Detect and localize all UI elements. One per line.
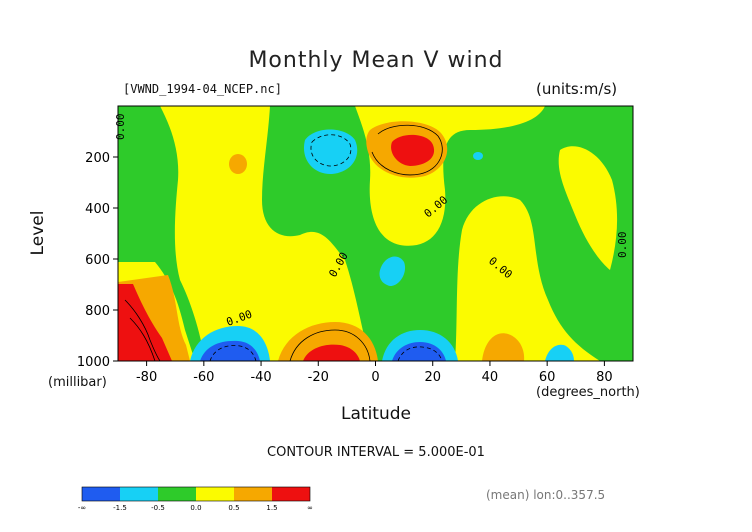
field-blue-surface-a — [200, 340, 260, 361]
field-red-polar — [118, 284, 172, 361]
contour-line-upper-min — [310, 134, 352, 167]
x-tick-label: 0 — [371, 370, 379, 385]
field-red-surface — [303, 344, 360, 361]
x-tick-label: 20 — [424, 370, 441, 385]
contour-lines-negative — [209, 134, 443, 361]
units-label: (units:m/s) — [536, 80, 618, 98]
field-blue-surface-b — [392, 342, 446, 361]
contour-label: 0.00 — [616, 232, 629, 259]
y-tick-label: 1000 — [77, 355, 110, 370]
colorbar-frame — [81, 486, 311, 502]
contour-line-polar-2 — [129, 317, 156, 361]
colorbar-swatch — [120, 487, 158, 501]
x-tick-label: -80 — [136, 370, 157, 385]
x-axis-label: Latitude — [341, 404, 411, 424]
y-axis: 200 400 600 800 1000 — [77, 151, 118, 370]
colorbar-level-label: -1.5 — [113, 504, 127, 512]
x-tick-label: -40 — [250, 370, 271, 385]
x-tick-label: -20 — [308, 370, 329, 385]
y-tick-label: 800 — [85, 304, 110, 319]
colorbar-level-label: -0.5 — [151, 504, 165, 512]
mean-note: (mean) lon:0..357.5 — [486, 488, 606, 502]
field-yellow-east-upper — [558, 146, 618, 270]
colorbar-level-label: 0.0 — [190, 504, 201, 512]
field-cyan-east — [545, 344, 574, 361]
contour-line-polar — [124, 299, 161, 361]
y-axis-unit: (millibar) — [48, 375, 107, 390]
field-cyan-mid — [379, 256, 406, 286]
colorbar-level-label: -∞ — [78, 504, 86, 512]
x-axis-unit: (degrees_north) — [536, 385, 640, 400]
colorbar-level-label: 0.5 — [228, 504, 239, 512]
field-cyan-upper — [303, 129, 358, 175]
file-label: [VWND_1994-04_NCEP.nc] — [123, 82, 282, 96]
colorbar-swatch — [272, 487, 310, 501]
colorbar: -∞ -1.5 -0.5 0.0 0.5 1.5 ∞ — [78, 486, 313, 512]
colorbar-swatch — [196, 487, 234, 501]
colorbar-level-label: 1.5 — [266, 504, 277, 512]
colorbar-level-label: ∞ — [307, 504, 313, 512]
y-tick-label: 400 — [85, 202, 110, 217]
contour-line-surface-max — [289, 329, 371, 361]
x-tick-label: 60 — [539, 370, 556, 385]
field-yellow-west — [160, 106, 370, 361]
field-orange-small — [229, 154, 247, 174]
y-tick-label: 200 — [85, 151, 110, 166]
contour-lines — [124, 124, 443, 361]
x-tick-label: 40 — [482, 370, 499, 385]
colorbar-swatch — [234, 487, 272, 501]
field-red-upper — [391, 134, 435, 166]
contour-fill-layer — [118, 106, 633, 361]
contour-label: 0.00 — [114, 114, 127, 141]
field-cyan-tiny — [473, 152, 483, 160]
colorbar-swatch — [82, 487, 120, 501]
field-orange-east — [482, 333, 525, 361]
field-yellow-east — [455, 196, 600, 361]
chart-title: Monthly Mean V wind — [248, 48, 504, 73]
y-tick-label: 600 — [85, 253, 110, 268]
contour-line-upper-max — [371, 124, 443, 176]
x-tick-label: 80 — [596, 370, 613, 385]
contour-interval-label: CONTOUR INTERVAL = 5.000E-01 — [267, 445, 485, 460]
colorbar-swatch — [158, 487, 196, 501]
contour-line-surface-min-b — [397, 346, 443, 361]
x-axis: -80 -60 -40 -20 0 20 40 60 80 — [136, 361, 613, 385]
x-tick-label: -60 — [193, 370, 214, 385]
contour-line-surface-min-a — [209, 345, 257, 361]
